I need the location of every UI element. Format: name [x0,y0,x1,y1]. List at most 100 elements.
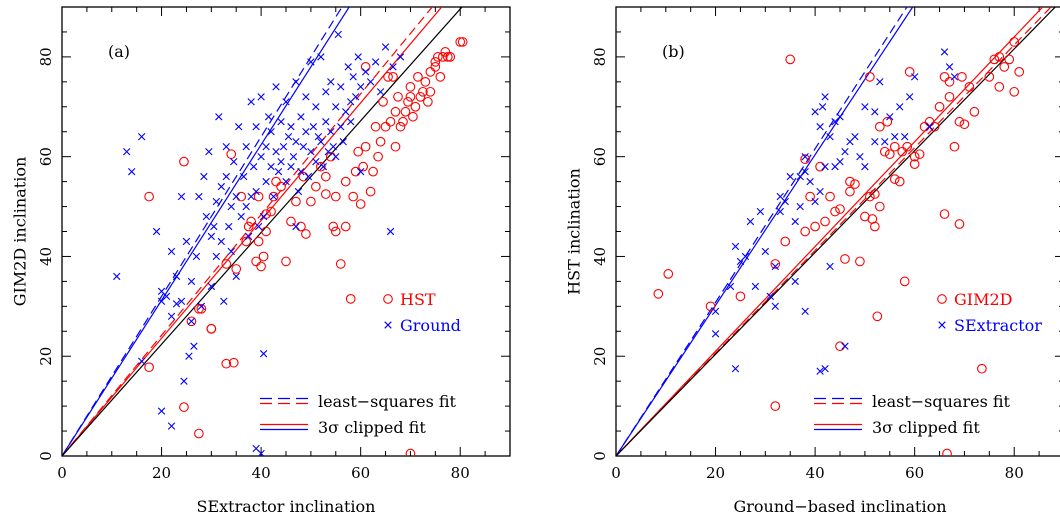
data-point-cross [253,188,260,195]
x-tick-label: 40 [252,464,271,482]
data-point-cross [807,178,814,185]
data-point-circle [145,363,154,372]
x-tick-label: 80 [451,464,470,482]
data-point-cross [862,163,869,170]
y-axis-label: HST inclination [565,168,584,295]
plot-frame [62,7,510,456]
data-point-cross [268,163,275,170]
data-point-cross [228,248,235,255]
data-point-circle [376,137,385,146]
data-point-cross [168,313,175,320]
data-point-cross [882,138,889,145]
data-point-cross [211,223,218,230]
data-point-cross [295,188,302,195]
data-point-cross [188,318,195,325]
data-point-circle [434,53,443,62]
x-tick-label: 20 [152,464,171,482]
data-point-circle [955,220,964,229]
data-point-cross [258,94,265,101]
x-tick-label: 60 [905,464,924,482]
data-point-circle [406,83,415,92]
data-point-cross [243,203,250,210]
data-point-circle [404,97,413,106]
data-point-cross [837,113,844,120]
clipped-fit-line-hst [62,0,510,456]
data-point-circle [341,222,350,231]
data-point-cross [837,158,844,165]
data-point-cross [263,143,270,150]
data-point-cross [216,113,223,120]
data-point-cross [168,248,175,255]
clipped-fit-line-ground [62,0,510,456]
y-tick-label: 60 [591,147,609,166]
data-point-circle [950,142,959,151]
data-point-cross [337,123,344,130]
data-point-circle [381,122,390,131]
data-point-circle [329,222,338,231]
data-point-cross [308,59,315,66]
data-point-cross [280,143,287,150]
data-point-circle [935,102,944,111]
data-point-circle [871,222,880,231]
data-point-cross [712,330,719,337]
data-point-circle [391,107,400,116]
data-point-circle [257,262,266,271]
data-point-cross [203,213,210,220]
data-point-circle [958,73,967,82]
data-point-circle [351,167,360,176]
data-point-circle [227,150,236,159]
data-point-cross [293,223,300,230]
data-point-cross [752,283,759,290]
data-point-cross [926,123,933,130]
data-point-circle [369,167,378,176]
data-point-cross [335,31,342,38]
series-sextractor [712,49,958,375]
data-point-cross [213,253,220,260]
data-point-cross [842,148,849,155]
data-point-circle [801,227,810,236]
data-point-cross [293,138,300,145]
data-point-circle [990,55,999,64]
data-point-circle [374,152,383,161]
data-point-circle [890,142,899,151]
y-tick-label: 20 [37,347,55,366]
data-point-circle [960,120,969,129]
data-point-circle [654,290,663,299]
data-point-cross [208,233,215,240]
data-point-circle [781,237,790,246]
x-axis-label: Ground−based inclination [733,497,946,516]
data-point-cross [300,143,307,150]
data-point-circle [436,73,445,82]
data-point-cross [323,89,330,96]
data-point-circle [431,58,440,67]
legend-marker-cross [385,322,392,329]
data-point-circle [851,180,860,189]
y-tick-label: 80 [591,47,609,66]
data-point-cross [273,84,280,91]
data-point-cross [762,248,769,255]
data-point-circle [876,122,885,131]
data-point-cross [842,343,849,350]
data-point-cross [181,378,188,385]
data-point-circle [259,252,268,261]
data-point-cross [941,49,948,56]
data-point-cross [310,123,317,130]
data-point-cross [223,173,230,180]
data-point-circle [995,83,1004,92]
data-point-cross [792,278,799,285]
x-tick-label: 0 [57,464,67,482]
data-point-cross [218,183,225,190]
data-point-cross [382,44,389,51]
data-point-cross [891,133,898,140]
data-point-cross [732,365,739,372]
data-point-circle [831,207,840,216]
data-point-circle [414,73,423,82]
data-point-cross [288,163,295,170]
data-point-circle [389,73,398,82]
data-point-circle [1005,55,1014,64]
y-tick-label: 60 [37,147,55,166]
data-point-circle [786,55,795,64]
